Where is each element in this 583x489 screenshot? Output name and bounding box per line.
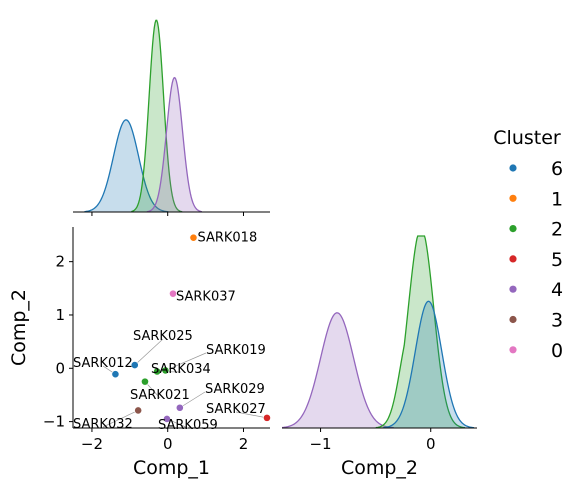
scatter-point-SARK034: [153, 367, 162, 376]
point-label-SARK034: SARK034: [151, 362, 211, 377]
kde-line-comp1-cluster-4: [146, 76, 202, 213]
label-leader-line: [235, 411, 268, 419]
label-leader-line: [134, 338, 164, 366]
legend-title: Cluster: [493, 127, 561, 149]
scatter-point-SARK032: [134, 406, 143, 415]
legend: Cluster 6 1 2 5 4 3 0: [493, 127, 563, 362]
scatter-point-SARK019: [161, 366, 170, 375]
legend-label-2: 2: [551, 219, 563, 241]
y-tick-label: 0: [55, 359, 65, 377]
label-leader-line: [165, 352, 207, 371]
point-label-SARK029: SARK029: [205, 382, 265, 397]
kde-fill-comp2-cluster-4: [282, 312, 394, 428]
x-axis-label-comp2: Comp_2: [341, 457, 418, 479]
kde-fill-comp1-cluster-2: [131, 20, 183, 212]
y-tick-label: 1: [55, 306, 65, 324]
scatter-point-SARK012: [111, 370, 120, 379]
point-label-SARK012: SARK012: [73, 356, 133, 371]
point-label-SARK037: SARK037: [176, 290, 236, 305]
kde-line-comp1-cluster-6: [84, 119, 169, 213]
scatter-point-SARK059: [163, 415, 171, 423]
legend-marker-1: [509, 194, 517, 202]
point-label-SARK032: SARK032: [73, 417, 133, 432]
scatter-point-SARK037: [169, 289, 177, 298]
kde-fill-comp1-cluster-4: [146, 77, 202, 212]
y-tick-label: −1: [43, 413, 65, 431]
point-label-SARK018: SARK018: [197, 231, 257, 246]
scatter-point-SARK021: [141, 377, 149, 386]
legend-label-6: 6: [551, 158, 563, 180]
x-tick-label-comp1: 0: [163, 435, 173, 453]
scatter-point-SARK025: [130, 361, 139, 369]
scatter-panel: −1 0 1 2 −2 0 2 Comp_1 Comp_2 SARK018 SARK037 SARK0…: [8, 227, 271, 479]
label-leader-line: [179, 391, 206, 409]
legend-label-1: 1: [551, 188, 563, 210]
kde-line-comp1-cluster-2: [131, 19, 183, 213]
legend-marker-5: [509, 255, 517, 263]
x-tick-label-comp2: −1: [309, 435, 331, 453]
scatter-point-SARK029: [175, 403, 184, 412]
kde-panel-comp1: [73, 19, 270, 216]
legend-marker-2: [509, 225, 517, 233]
point-label-SARK027: SARK027: [206, 402, 266, 417]
legend-marker-6: [509, 164, 517, 172]
legend-label-0: 0: [551, 340, 563, 362]
legend-label-4: 4: [551, 279, 563, 301]
x-tick-label-comp1: −2: [81, 435, 103, 453]
scatter-point-SARK027: [263, 413, 271, 422]
point-label-SARK059: SARK059: [158, 418, 218, 433]
label-leader-line: [102, 410, 139, 428]
kde-line-comp2-cluster-4: [281, 312, 394, 429]
legend-marker-3: [509, 315, 517, 324]
kde-fill-comp2-cluster-6: [383, 301, 474, 428]
scatter-point-SARK018: [189, 233, 198, 242]
point-label-SARK019: SARK019: [206, 343, 266, 358]
x-tick-label-comp2: 0: [426, 435, 436, 453]
x-axis-label-comp1: Comp_1: [133, 457, 210, 479]
x-tick-label-comp1: 2: [239, 435, 249, 453]
legend-label-3: 3: [551, 310, 563, 332]
legend-label-5: 5: [551, 249, 563, 271]
kde-line-comp2-cluster-2: [375, 235, 466, 429]
y-tick-label: 2: [55, 253, 65, 271]
kde-panel-comp2: −1 0 Comp_2: [281, 235, 477, 479]
kde-fill-comp2-cluster-2: [375, 236, 465, 428]
y-axis-label: Comp_2: [8, 289, 30, 366]
legend-marker-0: [509, 346, 517, 354]
point-label-SARK025: SARK025: [133, 329, 193, 344]
point-label-SARK021: SARK021: [130, 388, 190, 403]
kde-line-comp2-cluster-6: [383, 300, 475, 429]
legend-marker-4: [509, 285, 517, 293]
